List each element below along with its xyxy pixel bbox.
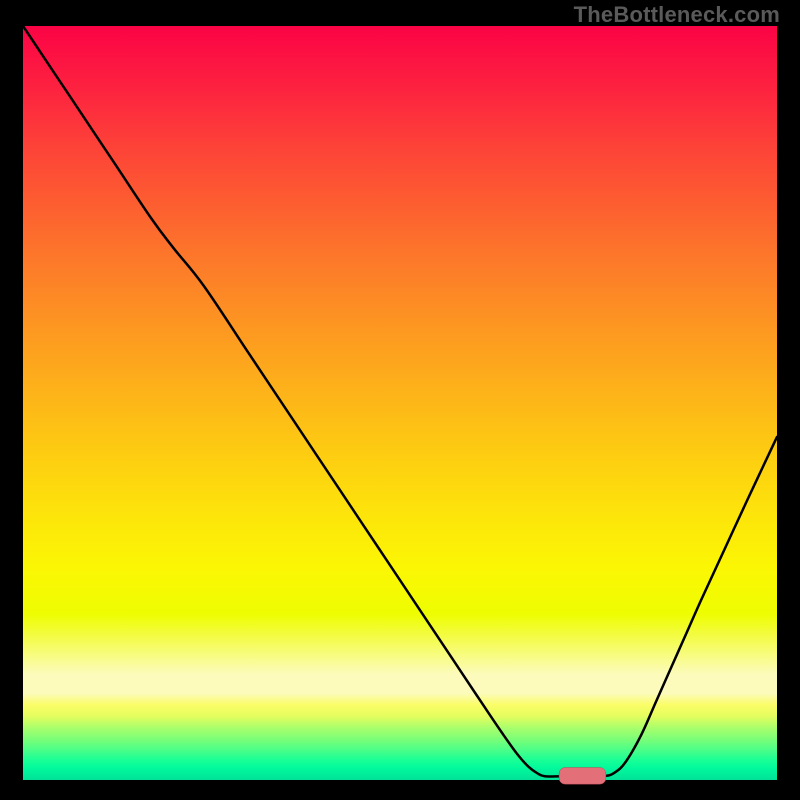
watermark-text: TheBottleneck.com xyxy=(574,2,780,28)
chart-container: TheBottleneck.com xyxy=(0,0,800,800)
bottleneck-chart xyxy=(0,0,800,800)
optimal-point-marker xyxy=(559,768,606,785)
chart-gradient-bg xyxy=(23,26,777,780)
